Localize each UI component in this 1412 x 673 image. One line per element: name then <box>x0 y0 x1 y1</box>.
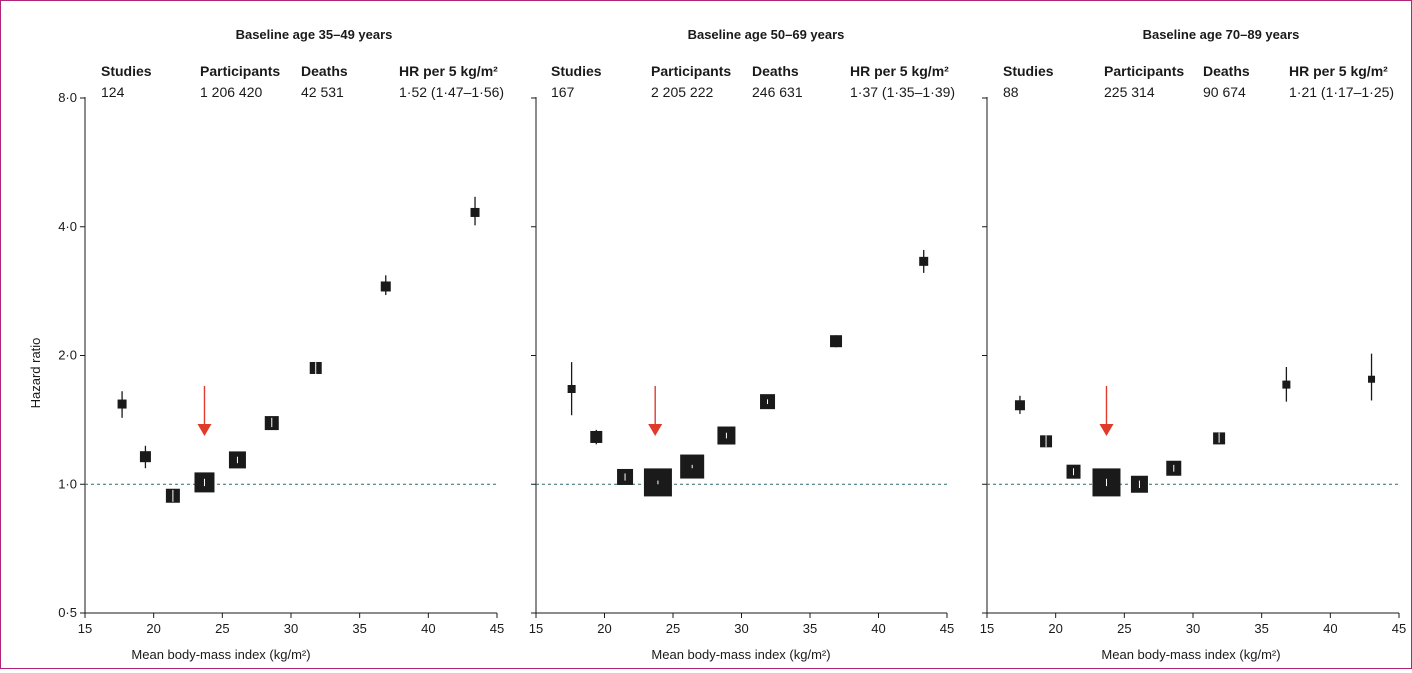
header-studies: Studies <box>101 63 152 79</box>
deaths-value: 42 531 <box>301 84 344 100</box>
panel-title: Baseline age 50–69 years <box>688 27 845 42</box>
hr-marker <box>139 451 151 463</box>
x-tick-label: 15 <box>529 621 543 636</box>
hr-marker <box>567 384 576 393</box>
hr-marker <box>830 335 843 348</box>
header-participants: Participants <box>1104 63 1184 79</box>
x-tick-label: 20 <box>1048 621 1062 636</box>
x-tick-label: 40 <box>421 621 435 636</box>
panel-1: Baseline age 50–69 years Studies Partici… <box>529 27 955 662</box>
x-tick-label: 20 <box>597 621 611 636</box>
header-deaths: Deaths <box>1203 63 1250 79</box>
participants-value: 2 205 222 <box>651 84 713 100</box>
panel-title: Baseline age 35–49 years <box>236 27 393 42</box>
x-tick-label: 20 <box>146 621 160 636</box>
deaths-value: 90 674 <box>1203 84 1246 100</box>
studies-value: 124 <box>101 84 125 100</box>
header-hr: HR per 5 kg/m² <box>850 63 949 79</box>
x-tick-label: 30 <box>1186 621 1200 636</box>
deaths-value: 246 631 <box>752 84 803 100</box>
hr-marker <box>1368 375 1376 383</box>
panel-marks: 15 20 25 30 35 40 45 <box>529 97 954 636</box>
y-tick-label: 8·0 <box>58 90 77 105</box>
x-tick-label: 45 <box>940 621 954 636</box>
y-tick-label: 0·5 <box>58 605 77 620</box>
x-tick-label: 30 <box>734 621 748 636</box>
hr-marker <box>1282 380 1291 389</box>
panel-title: Baseline age 70–89 years <box>1143 27 1300 42</box>
header-studies: Studies <box>551 63 602 79</box>
x-tick-label: 25 <box>215 621 229 636</box>
arrow-head <box>648 424 663 436</box>
hr-marker <box>1014 400 1025 411</box>
header-hr: HR per 5 kg/m² <box>1289 63 1388 79</box>
hr-marker <box>919 256 929 266</box>
y-tick-label: 1·0 <box>58 476 77 491</box>
studies-value: 88 <box>1003 84 1019 100</box>
x-tick-label: 25 <box>1117 621 1131 636</box>
arrow-head <box>1099 424 1114 436</box>
x-tick-label: 35 <box>1254 621 1268 636</box>
hr-marker <box>470 207 480 217</box>
x-axis-label: Mean body-mass index (kg/m²) <box>131 647 310 662</box>
x-tick-label: 25 <box>666 621 680 636</box>
y-tick-label: 4·0 <box>58 219 77 234</box>
header-participants: Participants <box>200 63 280 79</box>
header-deaths: Deaths <box>301 63 348 79</box>
hr-marker <box>590 430 603 443</box>
hr-value: 1·37 (1·35–1·39) <box>850 84 955 100</box>
x-tick-label: 45 <box>1392 621 1406 636</box>
panel-marks: 15 20 25 30 35 40 45 0·5 1·0 2·0 4·0 8·0 <box>58 90 504 636</box>
header-participants: Participants <box>651 63 731 79</box>
x-tick-label: 45 <box>490 621 504 636</box>
panel-2: Baseline age 70–89 years Studies Partici… <box>980 27 1406 662</box>
header-deaths: Deaths <box>752 63 799 79</box>
hr-marker <box>117 399 127 409</box>
hr-value: 1·21 (1·17–1·25) <box>1289 84 1394 100</box>
y-tick-label: 2·0 <box>58 348 77 363</box>
x-tick-label: 35 <box>803 621 817 636</box>
participants-value: 1 206 420 <box>200 84 262 100</box>
hr-marker <box>380 281 391 292</box>
header-studies: Studies <box>1003 63 1054 79</box>
x-tick-label: 35 <box>352 621 366 636</box>
arrow-head <box>197 424 212 436</box>
panel-marks: 15 20 25 30 35 40 45 <box>980 97 1406 636</box>
participants-value: 225 314 <box>1104 84 1155 100</box>
header-hr: HR per 5 kg/m² <box>399 63 498 79</box>
y-axis-label: Hazard ratio <box>28 338 43 409</box>
hr-value: 1·52 (1·47–1·56) <box>399 84 504 100</box>
x-axis-label: Mean body-mass index (kg/m²) <box>1101 647 1280 662</box>
panel-0: Baseline age 35–49 years Studies Partici… <box>58 27 504 662</box>
x-tick-label: 15 <box>78 621 92 636</box>
x-tick-label: 40 <box>1323 621 1337 636</box>
studies-value: 167 <box>551 84 575 100</box>
x-tick-label: 30 <box>284 621 298 636</box>
x-tick-label: 40 <box>871 621 885 636</box>
x-tick-label: 15 <box>980 621 994 636</box>
x-axis-label: Mean body-mass index (kg/m²) <box>651 647 830 662</box>
